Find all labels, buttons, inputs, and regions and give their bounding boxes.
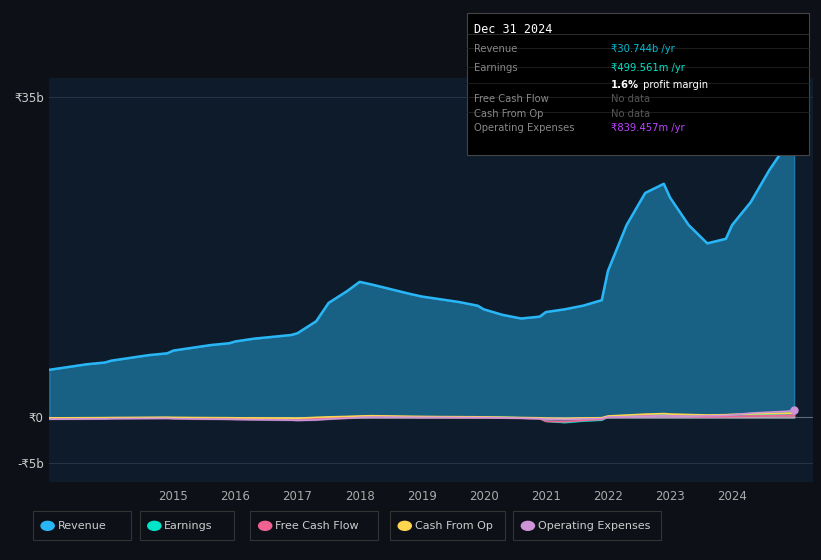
Text: Earnings: Earnings [164, 521, 213, 531]
Text: Free Cash Flow: Free Cash Flow [474, 94, 548, 104]
Text: Earnings: Earnings [474, 63, 517, 73]
Text: Dec 31 2024: Dec 31 2024 [474, 23, 552, 36]
Text: profit margin: profit margin [640, 80, 709, 90]
Point [787, 405, 800, 414]
Text: Cash From Op: Cash From Op [474, 109, 544, 119]
Text: Operating Expenses: Operating Expenses [474, 123, 574, 133]
Text: No data: No data [611, 94, 649, 104]
Text: Revenue: Revenue [474, 44, 517, 54]
Text: ₹839.457m /yr: ₹839.457m /yr [611, 123, 684, 133]
Text: No data: No data [611, 109, 649, 119]
Text: Operating Expenses: Operating Expenses [538, 521, 650, 531]
Text: Cash From Op: Cash From Op [415, 521, 493, 531]
Text: ₹30.744b /yr: ₹30.744b /yr [611, 44, 674, 54]
Text: Revenue: Revenue [57, 521, 106, 531]
Point [787, 131, 800, 140]
Text: Free Cash Flow: Free Cash Flow [275, 521, 359, 531]
Text: 1.6%: 1.6% [611, 80, 639, 90]
Text: ₹499.561m /yr: ₹499.561m /yr [611, 63, 685, 73]
